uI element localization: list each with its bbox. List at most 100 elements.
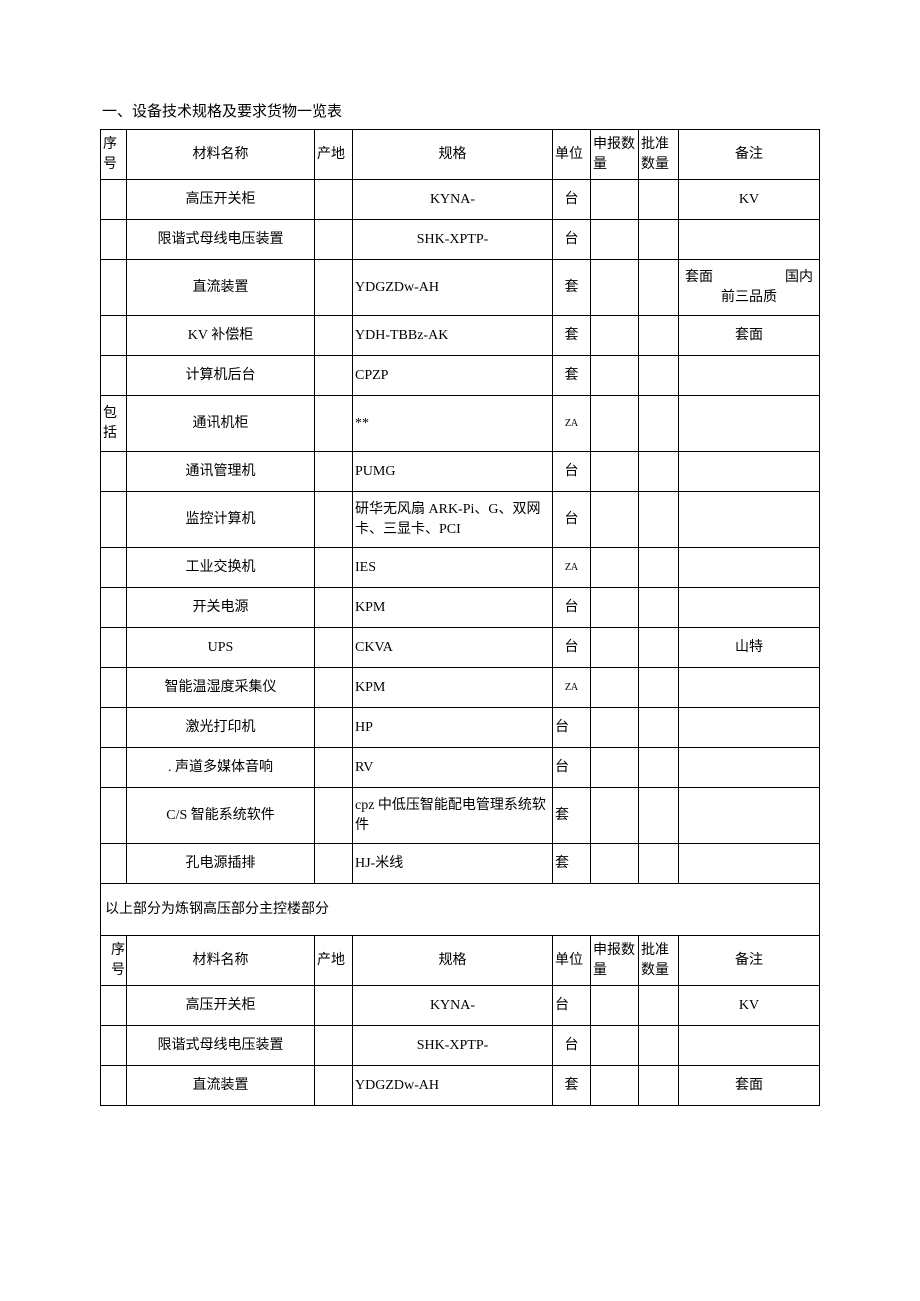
table-row: 开关电源KPM台: [101, 588, 820, 628]
cell-unit: 台: [553, 492, 591, 548]
cell-declared-qty: [591, 668, 639, 708]
cell-unit: ZA: [553, 548, 591, 588]
cell-unit: 套: [553, 844, 591, 884]
col-origin-header: 产地: [315, 130, 353, 180]
cell-spec: CKVA: [353, 628, 553, 668]
cell-declared-qty: [591, 356, 639, 396]
cell-spec: SHK-XPTP-: [353, 1026, 553, 1066]
equipment-table: 序号材料名称产地规格单位申报数量批准数量备注高压开关柜KYNA-台KV限谐式母线…: [100, 129, 820, 1106]
cell-spec: KYNA-: [353, 986, 553, 1026]
table-row: 高压开关柜KYNA-台KV: [101, 180, 820, 220]
cell-origin: [315, 844, 353, 884]
cell-name: 限谐式母线电压装置: [127, 220, 315, 260]
cell-remark: 套面国内前三品质: [679, 260, 820, 316]
cell-seq: [101, 588, 127, 628]
col-spec-header: 规格: [353, 130, 553, 180]
table-row: . 声道多媒体音响RV台: [101, 748, 820, 788]
cell-spec: PUMG: [353, 452, 553, 492]
cell-name: C/S 智能系统软件: [127, 788, 315, 844]
cell-seq: [101, 788, 127, 844]
col-seq-header: 序号: [101, 130, 127, 180]
remark-sub: 前三品质: [679, 288, 819, 312]
cell-declared-qty: [591, 1066, 639, 1106]
cell-unit: 套: [553, 316, 591, 356]
cell-seq: [101, 180, 127, 220]
cell-unit: 台: [553, 986, 591, 1026]
cell-name: 智能温湿度采集仪: [127, 668, 315, 708]
cell-seq: [101, 1066, 127, 1106]
table-row: 监控计算机研华无风扇 ARK-Pi、G、双网卡、三显卡、PCI台: [101, 492, 820, 548]
table-header-row: 序号材料名称产地规格单位申报数量批准数量备注: [101, 130, 820, 180]
table-row: 直流装置YDGZDw-AH套套面: [101, 1066, 820, 1106]
col-remark-header: 备注: [679, 130, 820, 180]
cell-origin: [315, 492, 353, 548]
cell-remark: KV: [679, 180, 820, 220]
cell-name: 高压开关柜: [127, 986, 315, 1026]
col-name-header: 材料名称: [127, 936, 315, 986]
cell-approved-qty: [639, 452, 679, 492]
cell-declared-qty: [591, 748, 639, 788]
table-row: 孔电源插排HJ-米线套: [101, 844, 820, 884]
cell-declared-qty: [591, 260, 639, 316]
table-row: 限谐式母线电压装置SHK-XPTP-台: [101, 1026, 820, 1066]
cell-unit: 台: [553, 180, 591, 220]
cell-origin: [315, 260, 353, 316]
cell-seq: [101, 628, 127, 668]
cell-approved-qty: [639, 1026, 679, 1066]
cell-approved-qty: [639, 708, 679, 748]
cell-origin: [315, 748, 353, 788]
cell-approved-qty: [639, 844, 679, 884]
cell-unit: 台: [553, 452, 591, 492]
document-title: 一、设备技术规格及要求货物一览表: [100, 100, 820, 121]
col-origin-header: 产地: [315, 936, 353, 986]
cell-seq: [101, 748, 127, 788]
table-row: 包括通讯机柜**ZA: [101, 396, 820, 452]
col-unit-header: 单位: [553, 936, 591, 986]
col-appr-header: 批准数量: [639, 130, 679, 180]
section-break-row: 以上部分为炼钢高压部分主控楼部分: [101, 884, 820, 936]
cell-seq: [101, 1026, 127, 1066]
cell-unit: 套: [553, 788, 591, 844]
cell-approved-qty: [639, 668, 679, 708]
cell-name: 直流装置: [127, 1066, 315, 1106]
cell-remark: 套面: [679, 316, 820, 356]
cell-seq: [101, 316, 127, 356]
cell-approved-qty: [639, 1066, 679, 1106]
cell-name: 通讯机柜: [127, 396, 315, 452]
cell-spec: CPZP: [353, 356, 553, 396]
table-row: 智能温湿度采集仪KPMZA: [101, 668, 820, 708]
cell-seq: [101, 492, 127, 548]
cell-declared-qty: [591, 180, 639, 220]
cell-origin: [315, 452, 353, 492]
cell-remark: [679, 788, 820, 844]
col-name-header: 材料名称: [127, 130, 315, 180]
cell-declared-qty: [591, 548, 639, 588]
cell-unit: 台: [553, 1026, 591, 1066]
cell-approved-qty: [639, 548, 679, 588]
cell-declared-qty: [591, 788, 639, 844]
cell-spec: YDGZDw-AH: [353, 260, 553, 316]
cell-declared-qty: [591, 492, 639, 548]
cell-remark: [679, 396, 820, 452]
cell-name: 高压开关柜: [127, 180, 315, 220]
cell-origin: [315, 986, 353, 1026]
cell-remark: [679, 356, 820, 396]
col-remark-header: 备注: [679, 936, 820, 986]
cell-spec: KPM: [353, 668, 553, 708]
cell-remark: [679, 668, 820, 708]
cell-declared-qty: [591, 844, 639, 884]
cell-unit: 套: [553, 356, 591, 396]
cell-unit: 台: [553, 588, 591, 628]
cell-name: . 声道多媒体音响: [127, 748, 315, 788]
cell-name: 直流装置: [127, 260, 315, 316]
cell-spec: cpz 中低压智能配电管理系统软件: [353, 788, 553, 844]
cell-seq: [101, 844, 127, 884]
cell-remark: [679, 588, 820, 628]
cell-approved-qty: [639, 492, 679, 548]
cell-unit: 套: [553, 1066, 591, 1106]
cell-name: UPS: [127, 628, 315, 668]
table-row: 激光打印机HP台: [101, 708, 820, 748]
cell-spec: HJ-米线: [353, 844, 553, 884]
cell-seq: [101, 452, 127, 492]
cell-origin: [315, 668, 353, 708]
